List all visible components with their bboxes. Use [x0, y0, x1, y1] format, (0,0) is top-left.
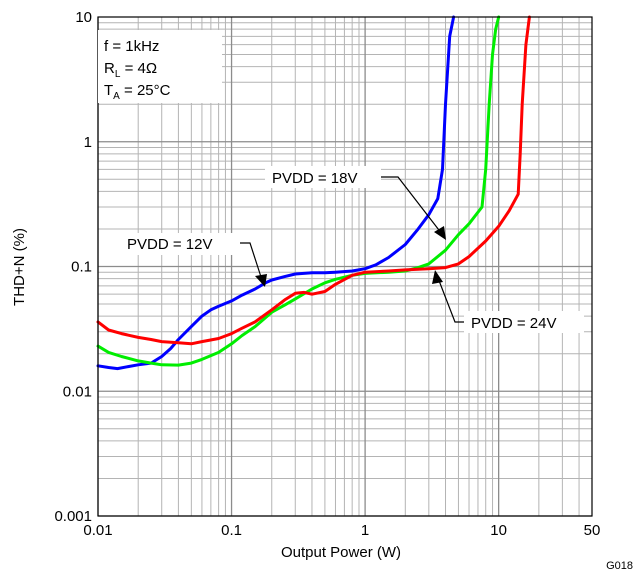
annotation-pvdd-12v-arrowhead	[255, 274, 267, 287]
x-tick-label: 0.01	[83, 522, 112, 539]
x-tick-label: 50	[584, 522, 601, 539]
annotation-pvdd-12v-label: PVDD = 12V	[127, 236, 212, 253]
annotation-pvdd-12v-leader	[240, 242, 263, 281]
condition-temperature: TA = 25°C	[104, 82, 171, 102]
x-tick-label: 1	[361, 522, 369, 539]
condition-load: RL = 4Ω	[104, 60, 157, 80]
annotation-pvdd-24v-arrowhead	[432, 270, 443, 284]
condition-frequency: f = 1kHz	[104, 38, 159, 55]
annotation-pvdd-18v-label: PVDD = 18V	[272, 170, 357, 187]
annotation-pvdd-24v: PVDD = 24V	[432, 270, 584, 333]
x-axis-label: Output Power (W)	[281, 544, 401, 561]
x-tick-label: 0.1	[221, 522, 242, 539]
annotation-pvdd-18v-leader	[381, 176, 443, 235]
annotation-pvdd-24v-leader	[437, 277, 464, 323]
y-axis-label: THD+N (%)	[11, 228, 28, 306]
conditions-box: f = 1kHz RL = 4Ω TA = 25°C	[98, 30, 222, 103]
y-tick-label: 10	[75, 9, 92, 26]
series-layer	[96, 15, 531, 371]
annotation-pvdd-18v-arrowhead	[434, 226, 446, 240]
series-line-0	[96, 15, 456, 371]
plot-frame	[97, 16, 593, 517]
figure-id: G018	[606, 560, 633, 572]
series-line-2	[96, 15, 531, 346]
x-tick-label: 10	[490, 522, 507, 539]
annotation-pvdd-24v-label: PVDD = 24V	[471, 315, 556, 332]
annotation-pvdd-18v: PVDD = 18V	[265, 166, 446, 240]
series-line-1	[96, 15, 501, 367]
y-tick-label: 0.01	[63, 383, 92, 400]
annotation-pvdd-12v: PVDD = 12V	[120, 233, 267, 287]
y-tick-label: 1	[84, 134, 92, 151]
y-tick-label: 0.001	[54, 508, 92, 525]
y-tick-label: 0.1	[71, 259, 92, 276]
